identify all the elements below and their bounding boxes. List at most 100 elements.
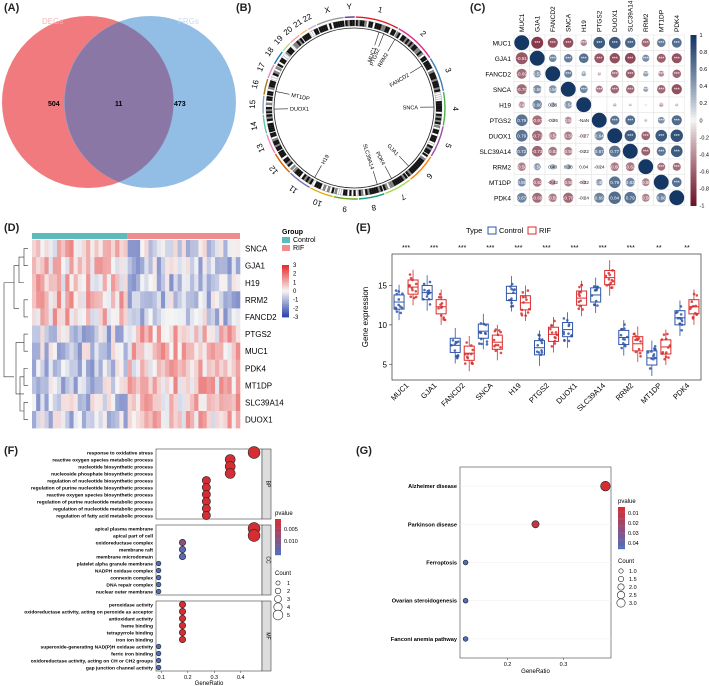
heatmap-cell: [81, 411, 87, 429]
heatmap-cell: [65, 257, 70, 275]
heatmap-cell: [65, 359, 70, 378]
corr-circle: [610, 69, 619, 78]
heatmap-cell: [65, 325, 70, 343]
heatmap-cell: [206, 376, 212, 395]
expression-boxplot: Type Control RIF Gene expression 5 10 15 *** MUC…: [361, 226, 702, 413]
corr-value: 0.48: [595, 180, 604, 185]
corr-value: 0.04: [579, 165, 588, 170]
heatmap-row-label: FANCD2: [245, 313, 277, 322]
enrichment-dot: [156, 574, 162, 581]
heatmap-cell: [198, 274, 203, 292]
data-point: [466, 352, 470, 356]
corr-circle: [549, 163, 556, 170]
heatmap-cell: [32, 257, 37, 275]
corr-signif: ***: [581, 87, 587, 93]
heatmap-cell: [190, 342, 195, 360]
data-point: [679, 313, 683, 316]
heatmap-cell: [69, 376, 74, 395]
heatmap-cell: [48, 359, 54, 378]
corr-value: 0.59: [517, 180, 526, 185]
gene-tick: [378, 33, 385, 47]
pvalue-colorbar-segment: [618, 525, 625, 527]
term-label: regulation of purine nucleotide metaboli…: [37, 500, 153, 506]
heatmap-cell: [94, 240, 99, 258]
colorbar-segment: [690, 148, 697, 153]
significance-label: ***: [402, 245, 410, 252]
chromosome-color-arc: [267, 64, 275, 79]
corr-circle: [582, 165, 586, 169]
term-label: reactive oxygen species metabolic proces…: [52, 458, 153, 464]
heatmap-cell: [111, 393, 116, 412]
corr-circle: [610, 162, 620, 172]
dendrogram-branch: [23, 367, 28, 386]
pvalue-legend-title: pvalue: [618, 499, 636, 505]
significance-label: ***: [627, 245, 635, 252]
heatmap-cell: [136, 393, 141, 412]
term-label: oxidoreductase activity, acting on perox…: [24, 610, 153, 616]
x-tick-label: PDK4: [671, 381, 691, 401]
corr-value: -0.55: [641, 180, 652, 185]
corr-signif: ***: [581, 72, 587, 78]
colorbar-segment: [690, 140, 697, 144]
heatmap-cell: [52, 359, 58, 378]
heatmap-cell: [235, 274, 241, 292]
heatmap-cell: [215, 257, 220, 275]
corr-circle: [518, 101, 526, 109]
term-label: regulation of purine nucleotide biosynth…: [31, 486, 153, 492]
heatmap-cell: [52, 393, 58, 412]
corr-circle: [582, 149, 586, 153]
corr-circle: [548, 131, 557, 140]
data-point: [639, 340, 642, 343]
scale-segment: [282, 304, 289, 306]
data-point: [634, 338, 637, 342]
dendrogram-branch: [3, 282, 14, 378]
pvalue-tick: 0.02: [628, 521, 639, 527]
x-tick-label: 0.2: [504, 662, 512, 668]
heatmap-cell: [165, 308, 170, 326]
corr-circle: [597, 165, 601, 169]
heatmap-cell: [231, 411, 237, 429]
heatmap-cell: [127, 359, 133, 378]
data-point: [525, 298, 528, 301]
corr-circle: [532, 192, 543, 203]
heatmap-cell: [111, 257, 116, 275]
x-tick-label: GJA1: [419, 381, 439, 401]
heatmap-cell: [148, 342, 153, 360]
scale-tick: 1: [293, 280, 297, 286]
heatmap-cell: [81, 240, 87, 258]
y-tick-label: 10: [378, 321, 387, 330]
heatmap-cell: [194, 393, 199, 412]
heatmap-cell: [215, 325, 220, 343]
heatmap-cell: [86, 257, 91, 275]
corr-circle: [657, 162, 666, 171]
gene-label-mt1dp: MT1DP: [291, 93, 311, 103]
data-point: [439, 296, 443, 299]
corr-signif: ***: [674, 72, 680, 78]
pvalue-colorbar-segment: [618, 507, 625, 509]
corr-row-label: GJA1: [495, 56, 512, 63]
heatmap-row-label: PTGS2: [245, 330, 272, 339]
heatmap-cell: [219, 393, 224, 412]
corr-signif: ***: [596, 41, 602, 47]
corr-value: -0.24: [594, 165, 605, 170]
pvalue-colorbar-segment: [618, 519, 625, 522]
heatmap-cell: [165, 342, 170, 360]
corr-value: -0.54: [548, 134, 559, 139]
corr-signif: ***: [658, 165, 664, 171]
heatmap-cell: [106, 359, 112, 378]
corr-signif: ***: [565, 41, 571, 47]
heatmap-cell: [127, 274, 133, 292]
data-point: [442, 318, 445, 321]
heatmap-cell: [77, 274, 83, 292]
heatmap-cell: [131, 308, 137, 326]
count-tick: 2.0: [629, 585, 637, 591]
heatmap-cell: [127, 325, 133, 343]
heatmap-cell: [177, 274, 183, 292]
dendrogram-branch: [13, 265, 19, 309]
heatmap-cell: [98, 359, 104, 378]
data-point: [565, 318, 569, 322]
heatmap-cell: [148, 359, 153, 378]
corr-circle: [625, 177, 635, 187]
heatmap-cell: [219, 257, 224, 275]
data-point: [637, 337, 641, 340]
